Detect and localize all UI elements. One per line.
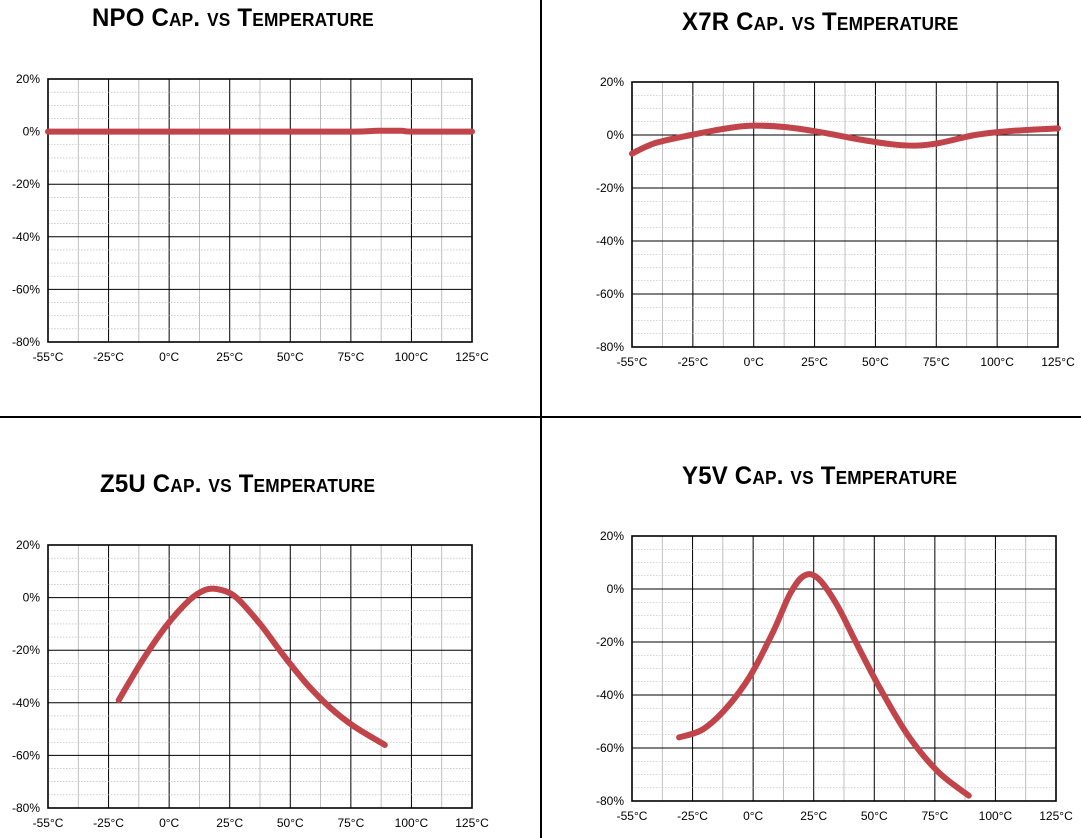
x-tick-label: 0°C — [159, 350, 179, 364]
y-tick-label: -80% — [12, 801, 40, 815]
x-tick-label: 125°C — [1039, 809, 1073, 823]
x-tick-label: -55°C — [33, 816, 64, 830]
capacitance-curve — [45, 127, 475, 135]
y-tick-label: 0% — [23, 591, 41, 605]
chart-npo: 20% 0% -20% -40% -60% -80%-55°C -25°C 0°C 25°C 50… — [12, 72, 489, 364]
y-tick-label: -80% — [596, 794, 624, 808]
y-tick-label: 20% — [600, 75, 624, 89]
x-tick-label: 0°C — [744, 355, 764, 369]
x-tick-label: 100°C — [395, 350, 429, 364]
x-tick-label: 50°C — [861, 809, 888, 823]
chart-title-npo: NPO Cap. vs Temperature — [92, 4, 374, 32]
plot-frame — [47, 544, 473, 809]
plot-frame — [47, 78, 473, 343]
capacitance-curve — [676, 571, 972, 799]
x-tick-label: 100°C — [979, 809, 1013, 823]
x-tick-label: 125°C — [455, 350, 489, 364]
y-tick-label: -20% — [12, 177, 40, 191]
x-tick-label: 25°C — [216, 350, 243, 364]
y-tick-label: -20% — [12, 643, 40, 657]
y-tick-label: -80% — [12, 335, 40, 349]
x-tick-label: -25°C — [93, 816, 124, 830]
y-tick-label: 0% — [23, 125, 41, 139]
y-tick-label: -40% — [596, 688, 624, 702]
chart-y5v: 20% 0% -20% -40% -60% -80%-55°C -25°C 0°C 25°C 50… — [596, 529, 1073, 823]
chart-x7r: 20% 0% -20% -40% -60% -80%-55°C -25°C 0°C 25°C 50… — [596, 75, 1075, 369]
horizontal-divider — [0, 416, 1081, 418]
capacitance-curve — [115, 585, 388, 748]
x-tick-label: 0°C — [159, 816, 179, 830]
chart-title-y5v: Y5V Cap. vs Temperature — [682, 462, 958, 490]
chart-title-z5u: Z5U Cap. vs Temperature — [100, 470, 376, 498]
y-tick-label: -40% — [596, 234, 624, 248]
x-tick-label: 25°C — [216, 816, 243, 830]
y-tick-label: 20% — [600, 529, 624, 543]
x-tick-label: 125°C — [455, 816, 489, 830]
plot-frame — [631, 81, 1059, 348]
y-tick-label: -80% — [596, 340, 624, 354]
y-tick-label: -20% — [596, 181, 624, 195]
vertical-divider — [540, 0, 542, 838]
x-tick-label: -55°C — [617, 355, 648, 369]
y-tick-label: -60% — [596, 287, 624, 301]
capacitance-curve — [629, 122, 1061, 157]
x-tick-label: -55°C — [617, 809, 648, 823]
x-tick-label: 125°C — [1041, 355, 1075, 369]
y-tick-label: -40% — [12, 696, 40, 710]
x-tick-label: 0°C — [743, 809, 763, 823]
x-tick-label: 50°C — [277, 816, 304, 830]
x-tick-label: 100°C — [980, 355, 1014, 369]
x-tick-label: 75°C — [921, 809, 948, 823]
x-tick-label: 100°C — [395, 816, 429, 830]
x-tick-label: 75°C — [337, 816, 364, 830]
x-tick-label: 50°C — [277, 350, 304, 364]
y-tick-label: -20% — [596, 635, 624, 649]
chart-z5u: 20% 0% -20% -40% -60% -80%-55°C -25°C 0°C 25°C 50… — [12, 538, 489, 830]
x-tick-label: 75°C — [337, 350, 364, 364]
y-tick-label: 20% — [16, 72, 40, 86]
x-tick-label: -25°C — [93, 350, 124, 364]
plot-frame — [631, 535, 1057, 802]
y-tick-label: 20% — [16, 538, 40, 552]
y-tick-label: -40% — [12, 230, 40, 244]
y-tick-label: -60% — [12, 748, 40, 762]
y-tick-label: 0% — [607, 582, 625, 596]
x-tick-label: -25°C — [677, 809, 708, 823]
y-tick-label: 0% — [607, 128, 625, 142]
y-tick-label: -60% — [596, 741, 624, 755]
x-tick-label: 50°C — [862, 355, 889, 369]
x-tick-label: -55°C — [33, 350, 64, 364]
y-tick-label: -60% — [12, 282, 40, 296]
x-tick-label: 75°C — [923, 355, 950, 369]
x-tick-label: 25°C — [801, 355, 828, 369]
x-tick-label: -25°C — [677, 355, 708, 369]
chart-title-x7r: X7R Cap. vs Temperature — [682, 8, 959, 36]
x-tick-label: 25°C — [800, 809, 827, 823]
